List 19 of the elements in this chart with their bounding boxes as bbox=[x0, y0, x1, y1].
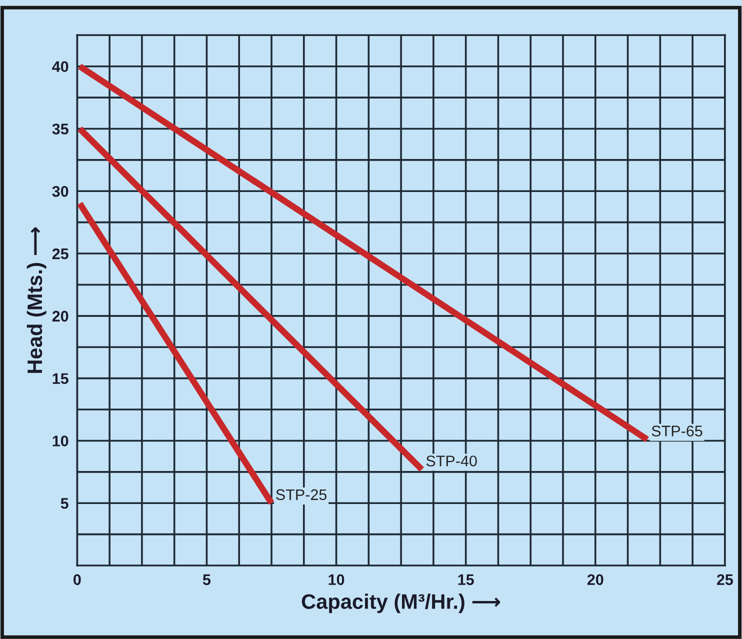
x-tick-label: 25 bbox=[716, 574, 734, 586]
x-tick-label: 10 bbox=[328, 574, 344, 586]
series-label: STP-25 bbox=[276, 489, 327, 500]
series-label: STP-40 bbox=[426, 456, 477, 466]
y-tick-label: 40 bbox=[52, 61, 68, 72]
y-tick-label: 20 bbox=[52, 310, 68, 322]
x-axis-title: Capacity (M³/Hr.) ⟶ bbox=[302, 594, 500, 614]
y-tick-label: 15 bbox=[52, 373, 68, 384]
x-tick-label: 5 bbox=[202, 574, 211, 586]
y-tick-label: 35 bbox=[52, 124, 68, 134]
x-tick-label: 20 bbox=[587, 574, 604, 586]
y-tick-label: 25 bbox=[52, 248, 68, 260]
x-tick-label: 15 bbox=[458, 574, 474, 586]
y-axis-title: Head (Mts.) ⟶ bbox=[26, 227, 46, 373]
y-tick-label: 30 bbox=[52, 186, 68, 197]
y-tick-label: 5 bbox=[60, 498, 68, 509]
y-tick-label: 10 bbox=[52, 436, 68, 446]
x-tick-label: 0 bbox=[74, 574, 81, 586]
series-label: STP-65 bbox=[652, 426, 702, 436]
